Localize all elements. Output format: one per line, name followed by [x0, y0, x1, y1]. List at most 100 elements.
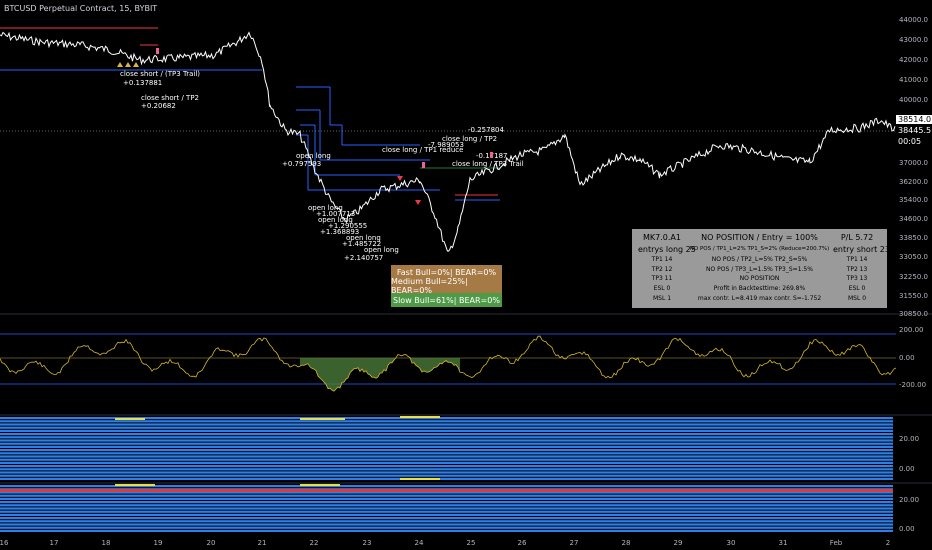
band-row — [0, 517, 893, 520]
band-row — [0, 455, 893, 458]
trend-box-fast-label: Fast Bull=0%| BEAR=0% — [396, 267, 497, 277]
band-row — [0, 494, 893, 497]
band-tick-label: 20.00 — [899, 496, 919, 504]
band-row — [0, 501, 893, 504]
band-row — [0, 439, 893, 442]
mark-price-tag: 38445.5 — [896, 126, 932, 135]
band-row — [0, 452, 893, 455]
band-row — [0, 445, 893, 448]
x-tick-label: 16 — [0, 539, 9, 547]
trade-annotation: +1.290555 — [328, 222, 367, 230]
trade-annotation: +1.007713 — [316, 210, 355, 218]
stats-cell: NO POSITION — [739, 275, 780, 283]
stats-cell: MSL 1 — [652, 294, 672, 302]
y-tick-label: 33050.0 — [899, 253, 928, 261]
chart-title: BTCUSD Perpetual Contract, 15, BYBIT — [4, 4, 158, 13]
x-tick-label: 23 — [363, 539, 372, 547]
x-tick-label: 25 — [467, 539, 476, 547]
band-row — [0, 485, 893, 488]
x-tick-label: 18 — [102, 539, 111, 547]
x-tick-label: 2 — [886, 539, 890, 547]
y-tick-label: 32250.0 — [899, 273, 928, 281]
band-row — [0, 504, 893, 507]
stats-cell: TP1 14 — [846, 256, 868, 264]
stats-cell: P/L 5.72 — [840, 232, 874, 242]
y-tick-label: 35400.0 — [899, 196, 928, 204]
band-red-row — [0, 489, 893, 492]
price-line — [0, 31, 896, 253]
triangle-marker — [397, 176, 403, 181]
last-price-tag: 38514.0 — [896, 115, 932, 124]
x-tick-label: 20 — [207, 539, 216, 547]
band-row — [0, 477, 893, 480]
band-row — [0, 436, 893, 439]
stats-cell: TP2 13 — [846, 265, 868, 273]
band-row — [0, 510, 893, 513]
band-row — [0, 461, 893, 464]
x-tick-label: 17 — [50, 539, 59, 547]
osc-tick-label: -200.00 — [899, 381, 926, 389]
trade-annotation: -0.257804 — [468, 126, 504, 134]
x-tick-label: 29 — [674, 539, 683, 547]
band-row — [0, 513, 893, 516]
band-row — [0, 465, 893, 468]
band-yellow-highlight — [400, 416, 440, 418]
trade-annotation: open long — [308, 204, 343, 212]
y-tick-label: 33850.0 — [899, 234, 928, 242]
x-tick-label: Feb — [830, 539, 843, 547]
exit-marker — [156, 48, 159, 54]
trade-annotation: close long / TP2 — [442, 135, 497, 143]
y-tick-label: 42000.0 — [899, 56, 928, 64]
trade-annotation: close long / TP3 Trail — [452, 160, 524, 168]
band-row — [0, 449, 893, 452]
trade-annotation: +1.368893 — [320, 228, 359, 236]
band-row — [0, 420, 893, 423]
band-row — [0, 417, 893, 420]
band-row — [0, 442, 893, 445]
stats-row: MK7.0.A1 NO POSITION / Entry = 100% P/L … — [632, 231, 887, 243]
y-tick-label: 40000.0 — [899, 96, 928, 104]
band-tick-label: 0.00 — [899, 465, 915, 473]
band-row — [0, 429, 893, 432]
band-yellow-highlight — [115, 418, 145, 420]
x-tick-label: 26 — [518, 539, 527, 547]
stats-row: TP2 12 NO POS / TP3_L=1.5% TP3_S=1.5% TP… — [632, 265, 887, 275]
y-tick-label: 44000.0 — [899, 16, 928, 24]
countdown-tag: 00:05 — [896, 137, 924, 146]
trade-annotation: close short / TP2 — [141, 94, 199, 102]
triangle-marker — [133, 62, 139, 67]
y-tick-label: 41000.0 — [899, 76, 928, 84]
countdown-value: 00:05 — [898, 137, 922, 146]
band-row — [0, 526, 893, 529]
band-tick-label: 0.00 — [899, 525, 915, 533]
stats-cell: max contr. L=8.419 max contr. S=-1.752 — [697, 294, 822, 302]
osc-tick-label: 200.00 — [899, 326, 924, 334]
stats-cell: NO POS / TP3_L=1.5% TP3_S=1.5% — [706, 265, 813, 273]
exit-marker — [422, 162, 425, 168]
band-yellow-highlight — [300, 484, 340, 486]
trade-annotation: +0.20682 — [141, 102, 176, 110]
band-row — [0, 523, 893, 526]
band-row — [0, 426, 893, 429]
y-tick-label: 43000.0 — [899, 36, 928, 44]
band-row — [0, 474, 893, 477]
osc-line — [0, 335, 897, 392]
trend-box-slow: Slow Bull=61%| BEAR=0% — [391, 293, 502, 307]
osc-fill — [300, 358, 460, 392]
x-tick-label: 30 — [727, 539, 736, 547]
x-tick-label: 22 — [310, 539, 319, 547]
osc-tick-label: 0.00 — [899, 354, 915, 362]
stats-cell: ESL 0 — [653, 285, 671, 293]
trade-annotation: open long — [296, 152, 331, 160]
trade-annotation: open long — [364, 246, 399, 254]
y-tick-label: 31550.0 — [899, 292, 928, 300]
trade-annotation: close short / (TP3 Trail) — [120, 70, 200, 78]
x-tick-label: 28 — [622, 539, 631, 547]
trade-annotation: open long — [318, 216, 353, 224]
x-tick-label: 27 — [570, 539, 579, 547]
stats-row: TP1 14 NO POS / TP2_L=5% TP2_S=5% TP1 14 — [632, 255, 887, 265]
stats-cell: ESL 0 — [848, 285, 866, 293]
triangle-marker — [125, 62, 131, 67]
x-tick-label: 21 — [258, 539, 267, 547]
